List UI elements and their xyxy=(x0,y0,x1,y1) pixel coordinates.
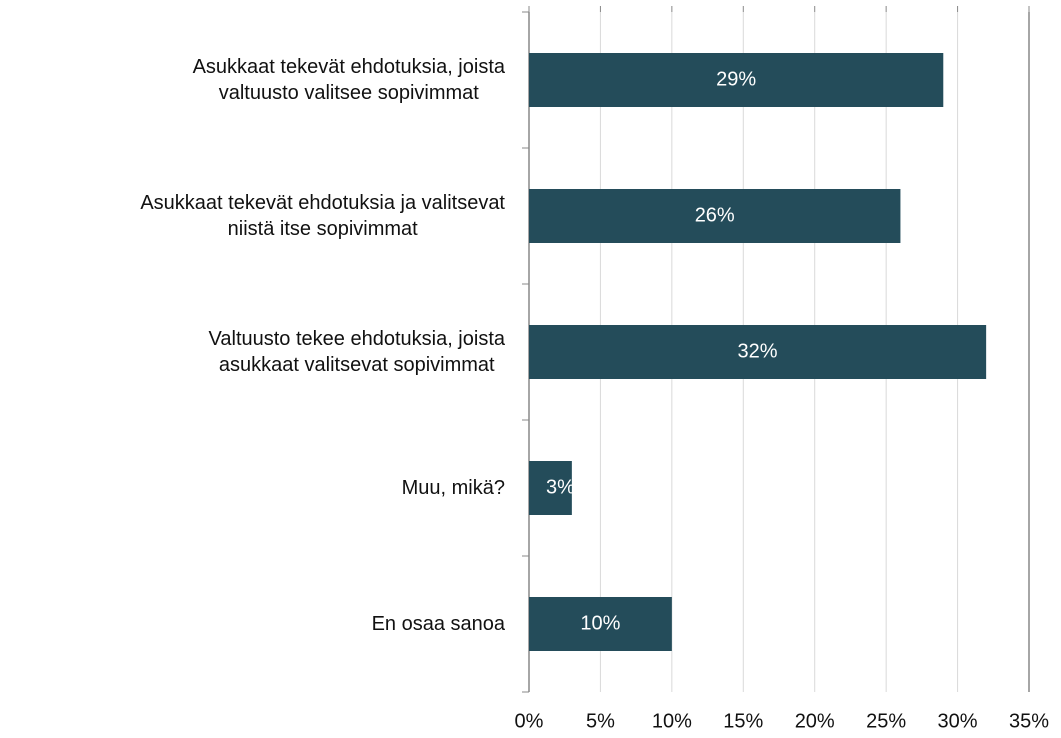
x-tick-label: 5% xyxy=(586,710,615,732)
value-label: 3% xyxy=(546,476,575,498)
value-label: 10% xyxy=(580,612,620,634)
value-label: 32% xyxy=(738,340,778,362)
bar xyxy=(529,53,944,107)
value-label: 29% xyxy=(716,68,756,90)
x-tick-label: 35% xyxy=(1009,710,1049,732)
category-label: Muu, mikä? xyxy=(401,477,505,499)
category-label: Asukkaat tekevät ehdotuksia ja valitseva… xyxy=(140,192,505,240)
bar xyxy=(529,597,672,651)
category-label: En osaa sanoa xyxy=(371,613,505,635)
x-tick-label: 20% xyxy=(795,710,835,732)
bar xyxy=(529,325,987,379)
x-tick-label: 30% xyxy=(938,710,978,732)
category-label: Valtuusto tekee ehdotuksia, joista asukk… xyxy=(208,328,505,376)
x-tick-label: 25% xyxy=(866,710,906,732)
x-tick-label: 0% xyxy=(515,710,544,732)
category-label: Asukkaat tekevät ehdotuksia, joista valt… xyxy=(192,56,505,104)
bar xyxy=(529,461,572,515)
x-tick-label: 15% xyxy=(723,710,763,732)
x-tick-label: 10% xyxy=(652,710,692,732)
value-label: 26% xyxy=(695,204,735,226)
bar xyxy=(529,189,901,243)
